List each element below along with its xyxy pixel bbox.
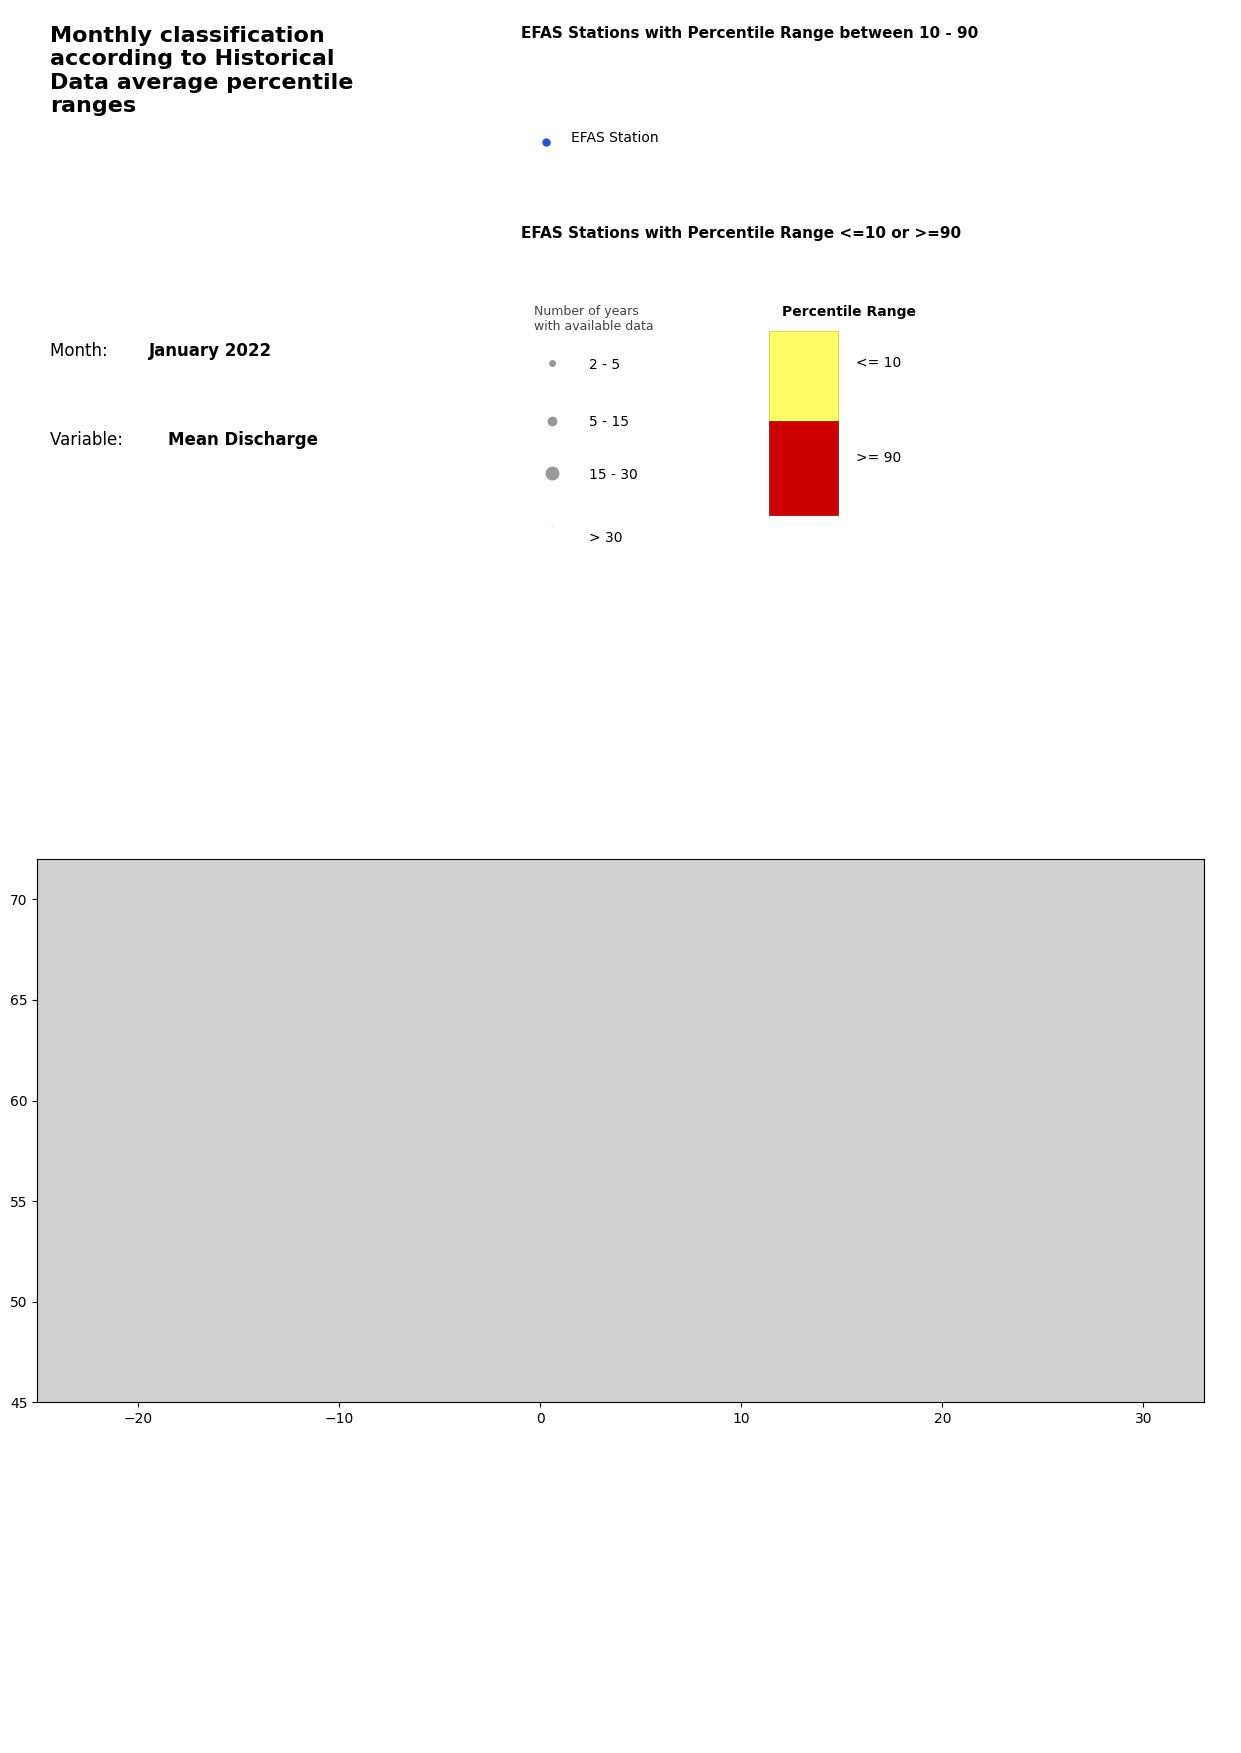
Text: 15 - 30: 15 - 30: [589, 468, 638, 482]
Text: Mean Discharge: Mean Discharge: [168, 431, 318, 449]
Text: January 2022: January 2022: [149, 342, 272, 359]
Text: Monthly classification
according to Historical
Data average percentile
ranges: Monthly classification according to Hist…: [50, 26, 352, 116]
Text: Percentile Range: Percentile Range: [782, 305, 916, 319]
Text: > 30: > 30: [589, 531, 623, 545]
Text: Number of years
with available data: Number of years with available data: [534, 305, 653, 333]
Text: 2 - 5: 2 - 5: [589, 358, 620, 372]
Text: Variable:: Variable:: [50, 431, 133, 449]
Text: EFAS Station: EFAS Station: [571, 131, 659, 145]
FancyBboxPatch shape: [769, 421, 838, 515]
Text: 5 - 15: 5 - 15: [589, 415, 629, 429]
Text: Month:: Month:: [50, 342, 113, 359]
Text: <= 10: <= 10: [856, 356, 901, 370]
FancyBboxPatch shape: [769, 331, 838, 426]
Text: EFAS Stations with Percentile Range <=10 or >=90: EFAS Stations with Percentile Range <=10…: [521, 226, 962, 242]
Text: >= 90: >= 90: [856, 451, 901, 465]
Text: EFAS Stations with Percentile Range between 10 - 90: EFAS Stations with Percentile Range betw…: [521, 26, 978, 42]
